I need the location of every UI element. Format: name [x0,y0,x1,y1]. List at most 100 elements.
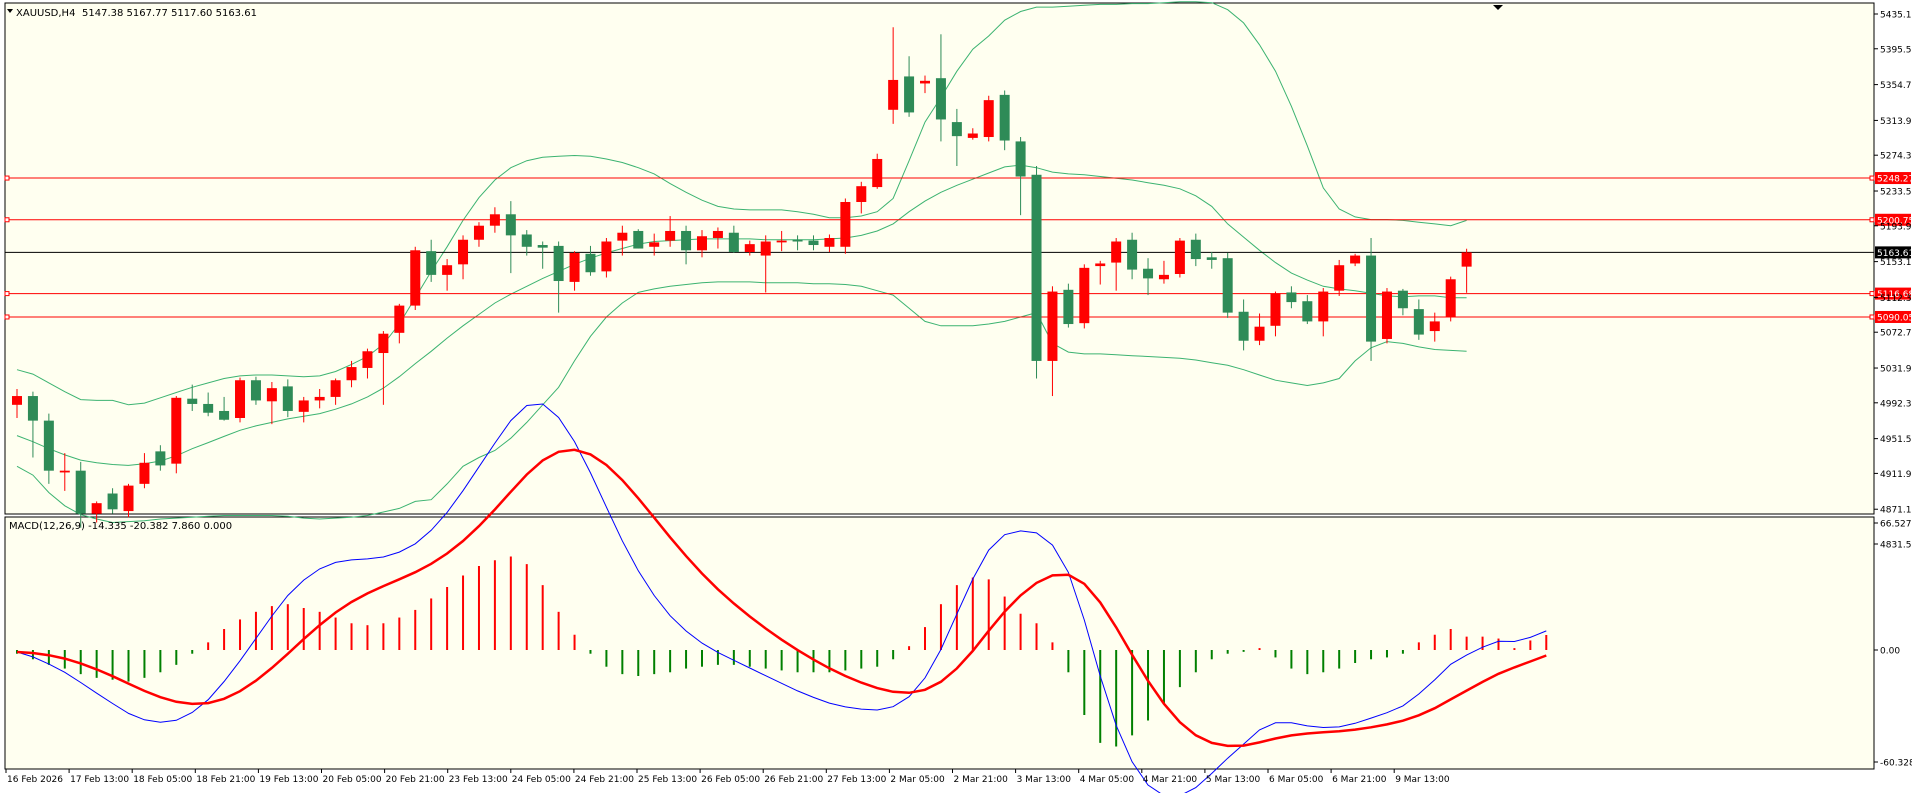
time-axis-label: 9 Mar 13:00 [1395,775,1450,785]
candle-body [696,236,707,251]
chart-shift-marker-icon[interactable] [1493,5,1503,10]
time-axis-label: 2 Mar 05:00 [890,775,945,785]
candle-body [458,239,469,265]
price-axis-label: 5233.50 [1880,188,1912,198]
candle-body [1286,292,1297,303]
price-line-handle[interactable] [4,291,10,297]
time-axis-label: 5 Mar 13:00 [1206,775,1261,785]
price-axis-label: 4911.90 [1880,470,1912,480]
candle-body [123,485,134,512]
price-axis-label: 4831.50 [1880,541,1912,551]
candle-body [1015,141,1026,177]
candle-body [1158,274,1169,280]
candle-body [856,186,867,202]
candle-body [1461,252,1472,267]
price-line-handle[interactable] [1869,175,1875,181]
time-axis-label: 17 Feb 13:00 [70,775,129,785]
candle-body [266,388,277,402]
candle-body [601,241,612,272]
macd-lines [16,403,1547,797]
candle-body [1302,301,1313,322]
macd-signal-line [16,448,1547,748]
ohlc-info: 5147.38 5167.77 5117.60 5163.61 [82,8,257,19]
candle-body [585,253,596,273]
price-axis-label: 5031.90 [1880,365,1912,375]
candle-body [235,380,246,418]
time-axis-label: 26 Feb 05:00 [701,775,760,785]
time-axis-label: 19 Feb 13:00 [259,775,318,785]
price-line-handle[interactable] [1869,217,1875,223]
candle-body [426,251,437,275]
time-axis-label: 3 Mar 13:00 [1017,775,1072,785]
price-axis-label: 5072.70 [1880,329,1912,339]
candle-body [27,396,38,421]
candle-body [840,201,851,247]
price-line-handle[interactable] [4,217,10,223]
candle-body [219,410,230,420]
macd-indicator-label: MACD(12,26,9) -14.335 -20.382 7.860 0.00… [9,521,232,532]
symbol-dropdown-icon[interactable] [7,9,13,13]
bollinger-middle-band [16,164,1467,466]
candle-body [346,367,357,381]
candle-body [760,241,771,256]
candle-body [617,232,628,241]
time-axis-label: 18 Feb 21:00 [196,775,255,785]
time-axis-label: 16 Feb 2026 [7,775,63,785]
price-line-handle[interactable] [4,175,10,181]
candle-body [983,100,994,138]
candle-body [1127,239,1138,270]
candle-body [1095,263,1106,267]
time-axis-label: 24 Feb 05:00 [512,775,571,785]
symbol-timeframe-label: XAUUSD,H4 [16,8,75,19]
price-axis-label: 5435.10 [1880,11,1912,21]
price-line-tag [1875,246,1911,259]
candle-body [951,122,962,137]
bollinger-lower-band [16,281,1467,524]
candle-body [1047,291,1058,361]
candle-body [521,234,532,247]
price-line-tag [1875,287,1911,300]
macd-panel [4,516,1875,770]
candle-body [712,230,723,238]
time-axis-label: 6 Mar 05:00 [1269,775,1324,785]
candle-body [171,397,182,464]
candle-body [649,242,660,247]
candle-body [1334,265,1345,291]
time-axis-label: 4 Mar 05:00 [1080,775,1135,785]
candle-body [744,244,755,253]
candle-body [394,305,405,333]
time-axis-label: 27 Feb 13:00 [827,775,886,785]
candle-body [187,398,198,404]
price-line-handle[interactable] [1869,314,1875,320]
candle-body [362,351,373,368]
candle-body [330,380,341,397]
time-axis-label: 20 Feb 05:00 [323,775,382,785]
candle-body [728,232,739,253]
candle-body [888,79,899,110]
candle-body [1063,289,1074,325]
time-axis-label: 24 Feb 21:00 [575,775,634,785]
candle-body [107,493,118,510]
candle-body [155,451,166,466]
price-line-handle[interactable] [4,314,10,320]
candle-body [12,396,22,405]
candle-body [1318,291,1329,322]
price-line-tag [1875,310,1911,323]
price-line-handle[interactable] [1869,291,1875,297]
candle-body [1174,240,1185,274]
time-axis-label: 25 Feb 13:00 [638,775,697,785]
macd-axis-label: -60.328 [1880,759,1912,769]
candle-body [872,158,883,188]
bollinger-bands [16,1,1467,524]
time-axis: 16 Feb 2026 17 Feb 13:00 18 Feb 05:00 18 Fe… [5,769,1450,785]
horizontal-price-lines[interactable]: 5248.27 5200.75 5116.68 5090.05 5163.61 [4,172,1912,323]
candlesticks [12,27,1472,528]
candle-body [282,386,293,411]
candle-body [378,333,389,354]
price-line-tag-label: 5248.27 [1877,175,1912,185]
candle-body [776,240,787,243]
candle-body [298,400,309,412]
price-axis-label: 4992.30 [1880,399,1912,409]
